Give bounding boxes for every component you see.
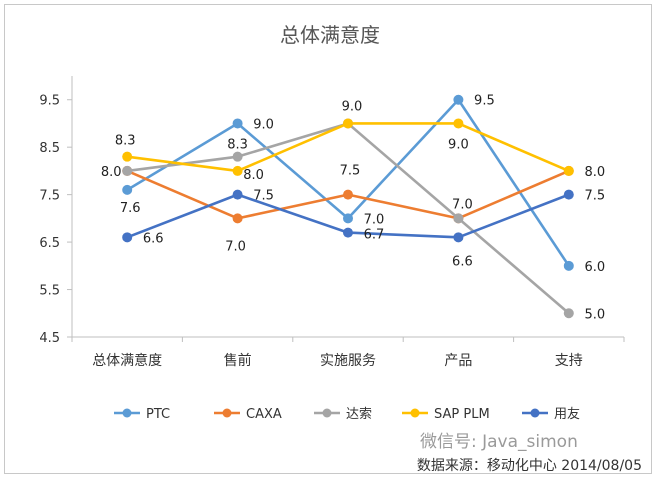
legend-item: CAXA: [214, 407, 282, 422]
data-point: [453, 118, 464, 129]
legend-item: PTC: [114, 407, 170, 422]
data-label: 7.5: [584, 189, 605, 204]
data-label: 9.0: [342, 99, 363, 114]
legend-marker: [530, 408, 540, 418]
data-label: 7.5: [253, 189, 274, 204]
data-point: [122, 232, 133, 243]
legend-label: 达索: [346, 407, 372, 422]
legend-marker: [122, 408, 132, 418]
legend-label: 用友: [554, 406, 580, 422]
legend-marker: [222, 408, 232, 418]
chart-frame: [4, 4, 652, 474]
data-label: 7.0: [364, 212, 385, 227]
data-label: 6.0: [584, 260, 605, 275]
data-label: 9.0: [448, 137, 469, 152]
legend-item: 达索: [314, 407, 372, 422]
data-point: [343, 213, 353, 224]
legend-label: SAP PLM: [434, 407, 490, 422]
data-point: [122, 151, 133, 162]
source-note: 数据来源：移动化中心 2014/08/05: [417, 458, 642, 474]
legend-item: 用友: [522, 406, 580, 422]
data-label: 5.0: [584, 307, 605, 322]
y-tick-label: 8.5: [39, 141, 60, 156]
series-0: [122, 94, 574, 271]
x-category-label: 售前: [224, 352, 252, 369]
data-point: [232, 151, 243, 162]
legend-marker: [410, 408, 420, 418]
x-category-label: 实施服务: [320, 353, 376, 369]
data-label: 7.0: [452, 197, 473, 212]
series-3: [122, 118, 574, 176]
data-point: [453, 94, 464, 105]
data-point: [232, 165, 243, 176]
data-point: [563, 189, 574, 200]
data-label: 9.0: [253, 117, 274, 132]
data-label: 6.6: [452, 254, 473, 269]
data-point: [232, 213, 243, 224]
y-tick-label: 4.5: [39, 331, 60, 346]
chart-title: 总体满意度: [280, 23, 380, 47]
legend-label: CAXA: [246, 407, 282, 422]
legend-item: SAP PLM: [402, 407, 490, 422]
data-point: [563, 165, 574, 176]
data-point: [122, 165, 133, 176]
data-point: [453, 232, 464, 243]
data-point: [122, 184, 133, 195]
data-label: 8.0: [584, 165, 605, 180]
watermark-text: 微信号: Java_simon: [420, 432, 578, 452]
y-tick-label: 9.5: [39, 94, 60, 109]
data-point: [453, 213, 464, 224]
legend-label: PTC: [146, 407, 170, 422]
data-point: [563, 308, 574, 319]
x-category-label: 总体满意度: [92, 352, 162, 369]
data-label: 8.0: [243, 168, 264, 183]
data-point: [232, 189, 243, 200]
data-label: 8.0: [101, 165, 122, 180]
data-label: 6.6: [143, 231, 164, 246]
y-tick-label: 7.5: [39, 189, 60, 204]
x-category-label: 产品: [444, 353, 472, 369]
data-point: [343, 189, 353, 200]
legend-marker: [322, 408, 332, 418]
data-point: [232, 118, 243, 129]
data-label: 7.6: [120, 201, 141, 216]
data-point: [343, 227, 353, 238]
y-tick-label: 5.5: [39, 284, 60, 299]
data-label: 8.3: [227, 138, 248, 153]
data-point: [343, 118, 353, 129]
x-category-label: 支持: [555, 353, 583, 369]
data-label: 6.7: [364, 228, 385, 243]
data-label: 8.3: [115, 134, 136, 149]
data-label: 7.5: [340, 164, 361, 179]
series-4: [122, 189, 574, 243]
data-label: 9.5: [474, 94, 495, 109]
data-label: 7.0: [225, 239, 246, 254]
data-point: [563, 260, 574, 271]
y-tick-label: 6.5: [39, 236, 60, 251]
